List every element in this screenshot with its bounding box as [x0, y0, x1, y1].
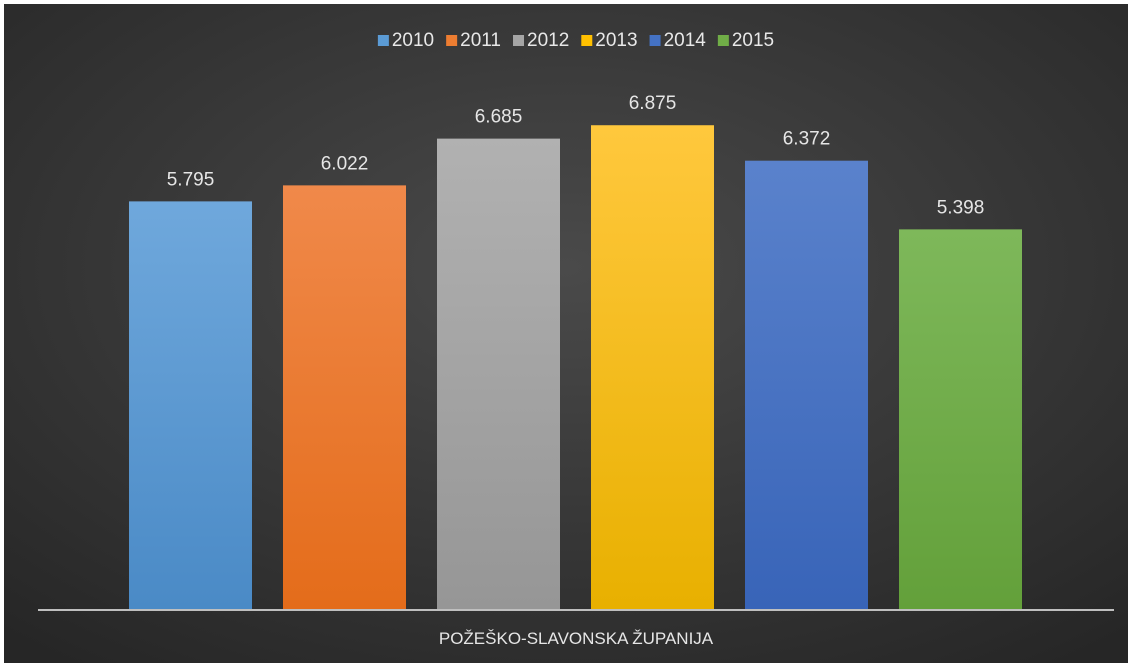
legend-label-2014: 2014: [664, 30, 707, 51]
legend-swatch-2010: [377, 35, 389, 46]
legend-swatch-2014: [649, 35, 661, 46]
value-label-2013: 6.875: [629, 93, 677, 114]
legend-item-2013: 2013: [581, 30, 638, 51]
bar-chart: 2010 2011 2012 2013 2014 2015 5.795 6.022 6.685…: [4, 4, 1128, 663]
value-label-2015: 5.398: [937, 197, 985, 218]
legend-item-2015: 2015: [717, 30, 774, 51]
legend-item-2010: 2010: [377, 30, 434, 51]
legend-swatch-2013: [581, 35, 593, 46]
legend-item-2014: 2014: [649, 30, 707, 51]
legend: 2010 2011 2012 2013 2014 2015: [377, 30, 774, 51]
legend-label-2013: 2013: [595, 30, 637, 51]
value-label-2011: 6.022: [321, 153, 369, 174]
bar-2012: [437, 138, 560, 610]
legend-label-2012: 2012: [527, 30, 569, 51]
bar-2011: [283, 185, 406, 610]
value-label-2014: 6.372: [783, 129, 831, 150]
bar-2010: [129, 201, 252, 610]
value-label-2012: 6.685: [475, 107, 523, 128]
legend-swatch-2011: [446, 35, 458, 46]
bar-2014: [745, 160, 868, 610]
category-label: POŽEŠKO-SLAVONSKA ŽUPANIJA: [439, 629, 714, 648]
bar-2015: [899, 229, 1022, 610]
legend-label-2011: 2011: [460, 30, 501, 51]
bar-2013: [591, 125, 714, 610]
legend-label-2010: 2010: [392, 30, 434, 51]
value-labels: 5.795 6.022 6.685 6.875 6.372 5.398: [167, 93, 985, 218]
legend-swatch-2015: [717, 35, 729, 46]
legend-item-2011: 2011: [446, 30, 501, 51]
value-label-2010: 5.795: [167, 169, 215, 190]
legend-swatch-2012: [513, 35, 525, 46]
legend-item-2012: 2012: [513, 30, 569, 51]
legend-label-2015: 2015: [732, 30, 774, 51]
bars: [129, 125, 1022, 610]
